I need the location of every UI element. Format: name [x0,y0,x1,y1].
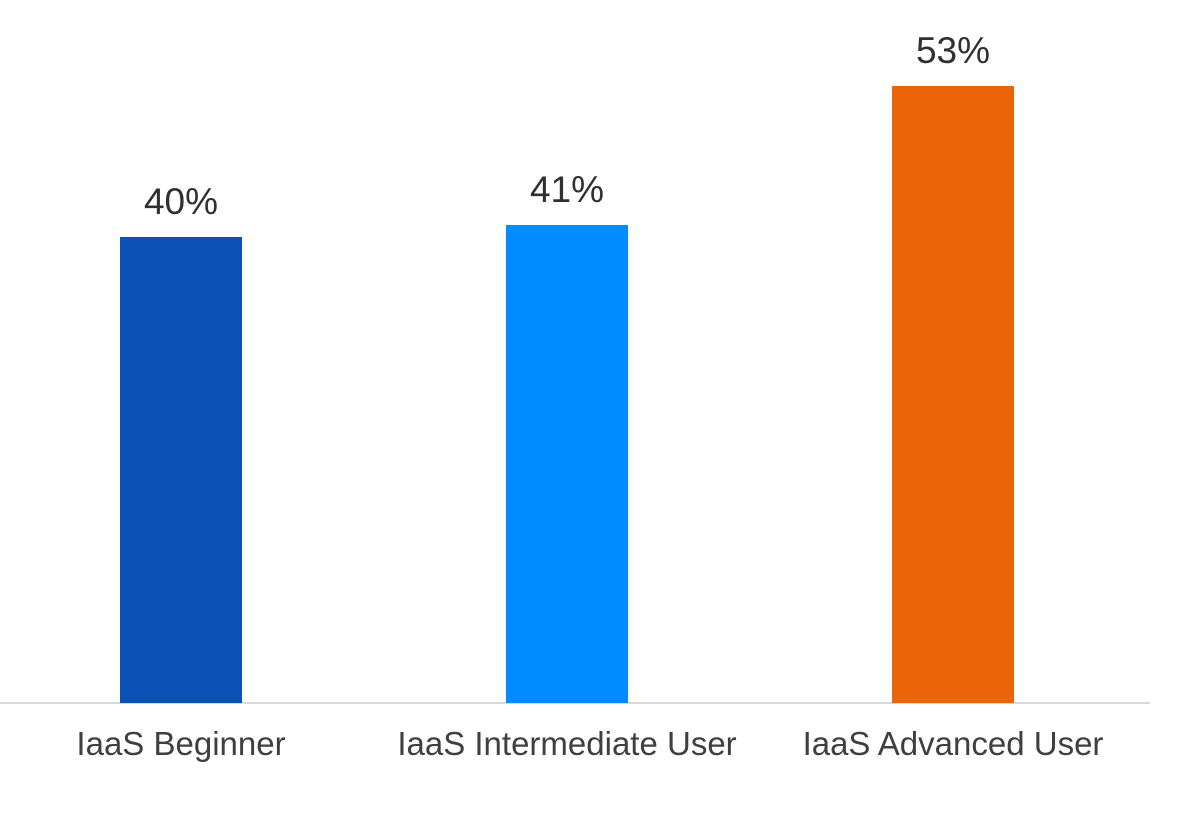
bar-iaas-advanced-user [892,86,1014,703]
data-label-iaas-beginner: 40% [143,181,219,223]
bar-iaas-intermediate-user [506,225,628,703]
bar-iaas-beginner [120,237,242,703]
data-label-iaas-intermediate-user: 41% [529,169,605,211]
x-axis-line [0,702,1150,704]
category-label-iaas-intermediate-user: IaaS Intermediate User [397,725,737,762]
category-label-iaas-beginner: IaaS Beginner [76,725,286,762]
category-label-iaas-advanced-user: IaaS Advanced User [802,725,1104,762]
data-label-iaas-advanced-user: 53% [915,30,991,72]
